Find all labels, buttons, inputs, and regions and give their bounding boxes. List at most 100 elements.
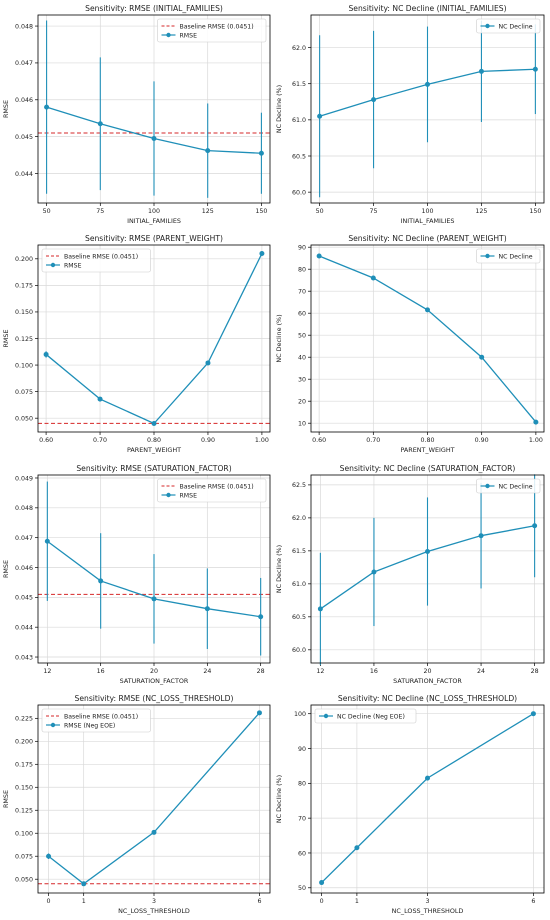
y-tick-label: 0.047 [15,535,33,542]
y-tick-label: 0.047 [15,60,33,67]
data-point [205,360,211,366]
x-tick-label: 0.60 [39,437,53,444]
y-tick-label: 20 [298,399,306,406]
y-tick-label: 0.045 [15,134,33,141]
x-tick-label: 12 [43,668,51,675]
y-tick-label: 90 [298,245,306,252]
y-tick-label: 0.046 [15,565,33,572]
legend-box [41,248,151,273]
x-tick-label: 0.80 [147,437,161,444]
x-tick-label: 16 [97,668,105,675]
legend: NC Decline (Neg EOE) [314,708,417,724]
x-tick-label: 75 [96,208,104,215]
legend-swatch-marker [166,492,171,498]
y-axis-label: RMSE [2,100,10,118]
data-point [205,148,211,154]
y-tick-label: 70 [298,815,306,822]
legend: NC Decline [476,478,541,494]
legend-label: NC Decline [499,483,533,490]
data-point [319,880,325,886]
x-tick-label: 3 [152,898,156,905]
x-tick-label: 3 [425,898,429,905]
y-tick-label: 0.048 [15,505,33,512]
data-point [425,307,430,313]
legend-label: Baseline RMSE (0.0451) [64,253,138,260]
x-tick-label: 28 [531,668,539,675]
legend-label: Baseline RMSE (0.0451) [180,483,254,490]
data-point [151,829,157,835]
y-tick-label: 0.175 [15,762,33,769]
y-tick-label: 61.0 [292,117,306,124]
data-point [371,569,377,575]
y-tick-label: 70 [298,289,306,296]
data-point [479,354,485,360]
y-tick-label: 100 [294,711,306,718]
x-tick-label: 125 [202,208,214,215]
x-tick-label: 0.60 [312,437,326,444]
chart-panel: 60.0 60.5 61.0 61.5 62.0 50 75 100 125 150 Sensiti… [275,4,545,225]
x-tick-label: 1 [82,898,86,905]
data-point [354,845,360,851]
y-axis-label: NC Decline (%) [275,545,283,593]
x-tick-label: 6 [257,898,261,905]
y-axis-label: RMSE [2,790,10,808]
y-tick-label: 0.125 [15,808,33,815]
data-point [258,614,264,620]
data-point [317,113,323,119]
legend-box [157,18,267,43]
data-point [81,881,87,887]
x-tick-label: 16 [370,668,378,675]
y-axis-label: NC Decline (%) [275,85,283,133]
legend-box [41,708,151,733]
y-tick-label: 0.150 [15,309,33,316]
data-point [530,711,536,717]
x-tick-label: 24 [203,668,211,675]
data-point [256,710,262,716]
chart-title: Sensitivity: RMSE (NC_LOSS_THRESHOLD) [75,694,234,703]
data-point [44,104,50,110]
y-tick-label: 61.0 [292,581,306,588]
chart-title: Sensitivity: RMSE (INITIAL_FAMILIES) [85,4,223,13]
x-axis-label: NC_LOSS_THRESHOLD [392,907,464,915]
legend-box [476,248,541,264]
chart-title: Sensitivity: RMSE (SATURATION_FACTOR) [76,464,231,473]
data-point [478,68,484,74]
axes-frame [310,474,545,664]
data-point [46,853,52,859]
y-tick-label: 60.5 [292,614,306,621]
y-tick-label: 0.200 [15,256,33,263]
y-tick-label: 0.175 [15,283,33,290]
y-tick-label: 50 [298,333,306,340]
x-tick-label: 75 [370,208,378,215]
x-tick-label: 100 [421,208,433,215]
y-tick-label: 62.0 [292,45,306,52]
data-point [532,66,538,72]
x-tick-label: 0.90 [475,437,489,444]
y-tick-label: 0.200 [15,739,33,746]
legend-label: RMSE [180,492,198,499]
y-axis-label: NC Decline (%) [275,314,283,362]
y-tick-label: 0.044 [15,171,33,178]
legend-swatch-marker [166,32,171,38]
data-point [533,419,539,425]
chart-panel: 50 60 70 80 90 100 0 1 3 6 Sensitivity: NC Decline… [275,694,545,915]
chart-panel: 0.044 0.045 0.046 0.047 0.048 50 75 100 125 150 Se… [2,4,271,225]
data-point [44,538,50,544]
y-tick-label: 0.075 [15,389,33,396]
y-tick-label: 60 [298,850,306,857]
chart-panel: 0.043 0.044 0.045 0.046 0.047 0.048 0.049 12 16 2… [2,464,271,685]
legend: NC Decline [476,18,541,34]
y-tick-label: 61.5 [292,81,306,88]
series-line [48,712,260,885]
y-axis-label: NC Decline (%) [275,775,283,823]
x-tick-label: 100 [148,208,160,215]
y-tick-label: 0.125 [15,336,33,343]
y-tick-label: 0.150 [15,785,33,792]
axes-frame [37,14,271,204]
y-tick-label: 61.5 [292,548,306,555]
data-point [317,606,323,612]
legend: NC Decline [476,248,541,264]
data-point [478,533,484,539]
x-tick-label: 0.80 [420,437,434,444]
